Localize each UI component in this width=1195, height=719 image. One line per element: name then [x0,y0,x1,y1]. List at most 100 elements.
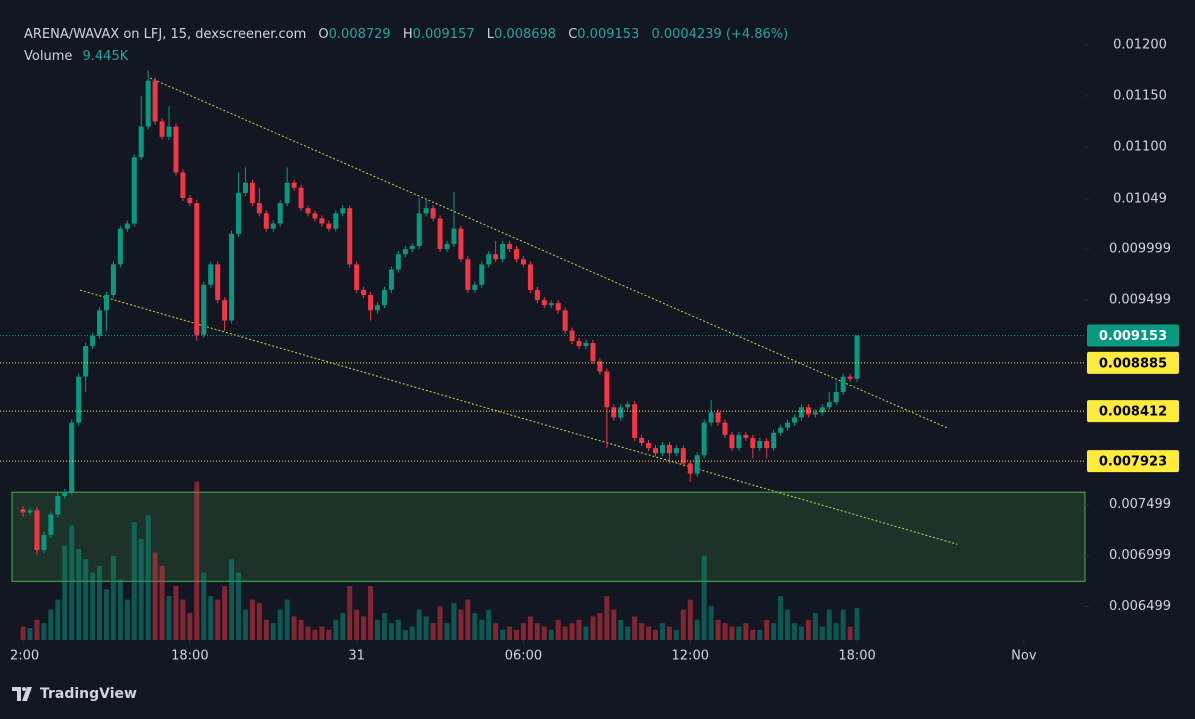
volume-bar [569,623,575,640]
volume-bar [291,616,297,640]
volume-bar [743,623,749,640]
candle-body [368,294,374,311]
price-tag [1087,450,1179,473]
price-tag [1087,324,1179,347]
candle-body [465,259,471,290]
volume-bar [847,626,853,640]
volume-bar [76,549,82,640]
volume-bar [229,559,235,640]
volume-bar [416,609,422,640]
volume-bar [666,626,672,640]
high-value: 0.009157 [412,27,475,42]
candle-body [757,440,763,449]
volume-bar [444,623,450,640]
volume-bar [55,599,61,640]
x-tick-label: 06:00 [505,649,542,664]
candle-body [507,243,513,250]
candle-body [771,432,777,449]
y-tick-label: 0.009499 [1109,293,1171,308]
volume-bar [333,619,339,640]
volume-bar [819,626,825,640]
open-value: 0.008729 [328,27,391,42]
candle-body [646,442,652,449]
volume-bar [305,626,311,640]
volume-bar [458,609,464,640]
high-label: H [402,27,413,42]
price-tag-label: 0.008412 [1099,405,1167,420]
candle-body [361,289,367,295]
candle-body [597,361,603,372]
volume-bar [375,619,381,640]
candle-body [375,305,381,311]
candle-body [326,223,332,229]
candle-body [625,404,631,408]
candle-body [444,243,450,250]
price-tag [1087,351,1179,374]
candle-body [55,496,61,515]
symbol-title: ARENA/WAVAX on LFJ, 15, dexscreener.com [24,27,307,42]
volume-bar [409,626,415,640]
candle-body [388,269,394,290]
candle-body [319,218,325,224]
volume-bar [576,619,582,640]
volume-bar [83,559,89,640]
x-tick-label: 2:00 [10,649,39,664]
volume-bar [653,629,659,640]
footer: TradingView [12,686,137,702]
candle-body [159,121,165,137]
candle-body [402,249,408,255]
volume-bar [590,616,596,640]
volume-bar [138,538,144,640]
volume-bar [145,515,151,640]
brand-name[interactable]: TradingView [40,686,137,702]
y-tick-label: 0.007499 [1109,497,1171,512]
change-percent: (+4.86%) [725,27,789,42]
volume-value: 9.445K [82,49,129,64]
volume-bar [687,599,693,640]
volume-bar [69,525,75,640]
candle-body [791,417,797,423]
volume-bar [381,613,387,640]
candle-body [729,434,735,449]
volume-bar [312,629,318,640]
volume-bar [520,623,526,640]
candle-body [534,289,540,301]
volume-bar [805,619,811,640]
volume-bar [361,616,367,640]
candle-body [743,434,749,438]
volume-bar [388,623,394,640]
candle-body [479,264,485,285]
candle-body [62,491,68,497]
volume-bar [284,599,290,640]
volume-bar [840,609,846,640]
volume-bar [514,629,520,640]
volume-bar [548,629,554,640]
volume-bar [131,522,137,640]
volume-bar [298,619,304,640]
volume-row: Volume 9.445K [24,46,788,68]
candle-body [715,412,721,423]
candle-body [548,303,554,306]
volume-bar [562,626,568,640]
candle-body [90,335,96,347]
candle-body [812,412,818,415]
candle-body [354,264,360,290]
volume-bar [729,626,735,640]
candle-body [416,213,422,246]
volume-bar [701,555,707,640]
y-tick-label: 0.01100 [1113,139,1167,154]
volume-bar [249,599,255,640]
candle-body [514,249,520,260]
volume-bar [673,629,679,640]
candle-body [486,254,492,265]
volume-bar [110,555,116,640]
volume-bar [48,609,54,640]
volume-bar [771,623,777,640]
volume-bar [430,623,436,640]
volume-bar [646,626,652,640]
volume-label: Volume [24,49,73,64]
candle-body [20,509,26,513]
volume-bar [117,579,123,640]
volume-bar [778,596,784,640]
candle-body [298,187,304,209]
